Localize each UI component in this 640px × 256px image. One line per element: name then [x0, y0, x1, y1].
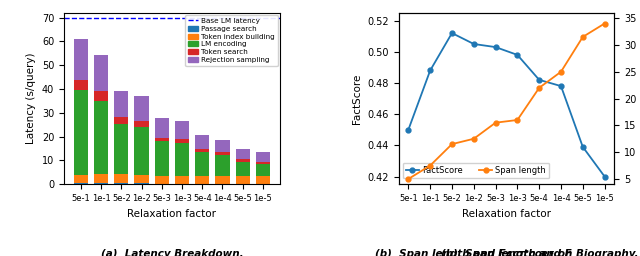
Span length — [426, 164, 434, 167]
FactScore — [579, 145, 587, 148]
FactScore — [492, 46, 499, 49]
Bar — [175, 143, 189, 176]
Bar — [236, 148, 250, 159]
Bar — [115, 118, 129, 124]
Bar — [94, 55, 108, 91]
FactScore — [448, 31, 456, 35]
Bar — [74, 80, 88, 90]
FactScore — [404, 128, 412, 131]
Text: (b)  Span length and F: (b) Span length and F — [441, 250, 572, 256]
Bar — [74, 39, 88, 80]
Bar — [195, 152, 209, 176]
Span length — [404, 177, 412, 180]
Bar — [236, 159, 250, 162]
Bar — [195, 148, 209, 152]
Y-axis label: FactScore: FactScore — [351, 73, 362, 124]
FactScore — [601, 175, 609, 178]
Bar — [134, 127, 148, 175]
Bar — [155, 176, 169, 184]
Bar — [216, 152, 230, 155]
Bar — [256, 176, 270, 184]
FactScore — [557, 84, 565, 88]
Bar — [175, 176, 189, 184]
Bar — [115, 183, 129, 184]
Bar — [216, 176, 230, 184]
Line: Span length: Span length — [406, 21, 607, 182]
Bar — [94, 183, 108, 184]
Bar — [236, 162, 250, 176]
Span length — [601, 22, 609, 25]
Bar — [115, 124, 129, 174]
Bar — [115, 174, 129, 183]
Span length — [579, 35, 587, 38]
Span length — [557, 70, 565, 73]
Bar — [256, 152, 270, 162]
Bar — [94, 101, 108, 174]
Line: FactScore: FactScore — [406, 31, 607, 179]
Y-axis label: Latency (s/query): Latency (s/query) — [26, 53, 36, 144]
Base LM latency — [97, 16, 105, 19]
Bar — [216, 140, 230, 152]
Bar — [175, 139, 189, 143]
FactScore — [535, 78, 543, 81]
FactScore — [470, 42, 477, 46]
Bar — [115, 91, 129, 118]
Span length — [535, 86, 543, 89]
Bar — [256, 164, 270, 176]
Bar — [216, 155, 230, 176]
Base LM latency — [77, 16, 84, 19]
Legend: FactScore, Span length: FactScore, Span length — [403, 163, 549, 178]
Bar — [94, 174, 108, 183]
Bar — [195, 176, 209, 184]
Legend: Base LM latency, Passage search, Token index building, LM encoding, Token search: Base LM latency, Passage search, Token i… — [185, 15, 278, 66]
Bar — [256, 162, 270, 164]
Bar — [134, 175, 148, 183]
Bar — [155, 138, 169, 141]
X-axis label: Relaxation factor: Relaxation factor — [462, 209, 551, 219]
Bar — [236, 176, 250, 184]
Span length — [448, 143, 456, 146]
Bar — [74, 183, 88, 184]
FactScore — [513, 53, 521, 56]
Span length — [470, 137, 477, 140]
Bar — [74, 175, 88, 183]
Text: (a)  Latency Breakdown.: (a) Latency Breakdown. — [100, 250, 243, 256]
X-axis label: Relaxation factor: Relaxation factor — [127, 209, 216, 219]
Bar — [195, 135, 209, 148]
Bar — [74, 90, 88, 175]
Bar — [134, 183, 148, 184]
Bar — [134, 121, 148, 127]
Text: (b)  Span length and Fᴀᴄᴛˢᴄᴏʀᴇ on Biography.: (b) Span length and Fᴀᴄᴛˢᴄᴏʀᴇ on Biograp… — [375, 250, 638, 256]
Bar — [175, 121, 189, 139]
Bar — [134, 96, 148, 121]
FactScore — [426, 69, 434, 72]
Bar — [94, 91, 108, 101]
Span length — [492, 121, 499, 124]
Bar — [155, 118, 169, 138]
Span length — [513, 119, 521, 122]
Bar — [155, 141, 169, 176]
